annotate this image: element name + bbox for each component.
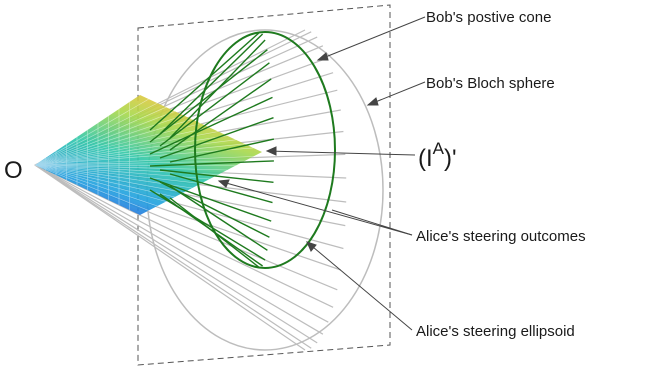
surface-mesh-line <box>34 111 176 166</box>
surface-mesh-line <box>34 147 254 166</box>
ellipsoid-generator-line <box>149 189 266 261</box>
surface-mesh-line <box>34 123 202 166</box>
cone-generator-line <box>34 164 306 351</box>
arrow-ia <box>265 146 277 156</box>
ellipsoid-generator-line <box>149 96 273 155</box>
cone-generator-line <box>34 164 329 323</box>
surface-mesh-line <box>34 160 245 166</box>
alice-ellipsoid-label: Alice's steering ellipsoid <box>416 323 575 340</box>
plane-frame <box>137 4 391 366</box>
leader-bob-cone <box>317 16 426 61</box>
steering-outcomes-surface <box>34 95 262 215</box>
ellipsoid-generator-line <box>149 31 261 131</box>
ellipsoid-generator-line <box>169 138 275 163</box>
ellipsoid-generator-line <box>149 49 268 143</box>
surface-mesh-line <box>34 127 210 166</box>
ellipsoid-generator-line <box>149 177 272 222</box>
ia-prime-label: (IA)' <box>418 139 457 172</box>
bob-cone-lines <box>34 29 347 351</box>
arrow-alice-ellipsoid <box>306 241 317 252</box>
surface-mesh-line <box>34 164 167 202</box>
surface-mesh-line <box>34 106 167 166</box>
cone-generator-line <box>34 164 318 344</box>
leader-alice-ellipsoid <box>306 241 413 331</box>
surface-mesh-line <box>34 164 158 207</box>
ellipsoid-generator-line <box>169 78 272 151</box>
ia-superscript: A <box>433 139 445 158</box>
ellipsoid-generator-line <box>169 185 268 251</box>
surface-mesh-line <box>34 143 245 166</box>
ellipsoid-generator-line <box>159 33 264 135</box>
surface-mesh-line <box>34 115 184 166</box>
bob-sphere-label: Bob's Bloch sphere <box>426 75 555 92</box>
ellipsoid-generator-line <box>159 62 270 147</box>
ia-tail: )' <box>444 145 457 172</box>
surface-mesh-line <box>34 102 158 166</box>
leader-alice-outcomes-2 <box>331 209 413 236</box>
arrow-bob-sphere <box>366 97 379 106</box>
surface-mesh-line <box>34 156 254 166</box>
leader-bob-sphere <box>367 81 426 106</box>
alice-outcomes-label: Alice's steering outcomes <box>416 228 586 245</box>
surface-mesh-line <box>34 139 236 166</box>
surface-mesh-line <box>34 164 236 166</box>
leader-ia <box>266 150 416 156</box>
surface-mesh-line <box>34 164 202 184</box>
bob-cone-label: Bob's postive cone <box>426 9 551 26</box>
cone-generator-line <box>34 164 324 335</box>
surface-mesh-line <box>34 119 193 166</box>
origin-label: O <box>4 157 23 184</box>
arrow-bob-cone <box>316 52 329 61</box>
cone-generator-line <box>34 164 312 349</box>
cone-generator-line <box>34 164 334 308</box>
alice-steering-ellipsoid <box>194 31 336 269</box>
arrow-alice-outcomes <box>217 179 230 188</box>
ellipsoid-generator-line <box>169 173 273 204</box>
ia-base: (I <box>418 145 433 172</box>
ellipsoid-generator-line <box>159 169 274 183</box>
surface-mesh-line <box>34 164 184 193</box>
leader-alice-outcomes-1 <box>218 180 413 236</box>
ellipsoid-generator-line <box>159 117 274 159</box>
ellipsoid-generator-line <box>149 160 274 167</box>
